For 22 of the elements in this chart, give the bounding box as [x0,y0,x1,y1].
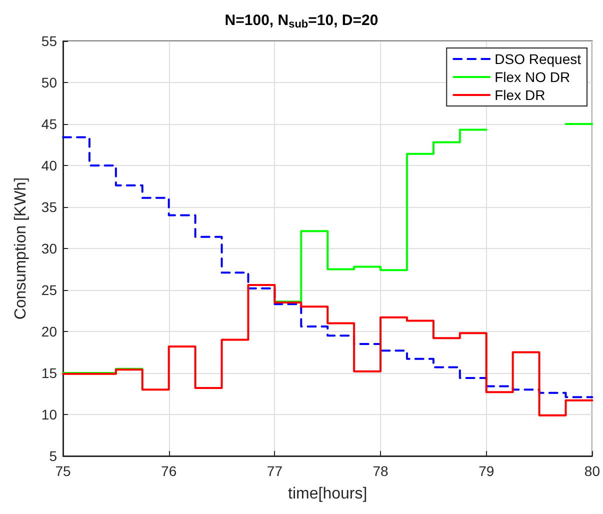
x-tick-label: 78 [372,463,389,479]
y-tick-label: 40 [41,158,58,174]
y-tick-label: 25 [41,282,58,298]
legend-label: Flex NO DR [494,69,570,85]
y-tick-label: 35 [41,199,58,215]
y-tick-label: 10 [41,406,58,422]
y-tick-label: 55 [41,33,58,49]
y-tick-label: 45 [41,116,58,132]
y-tick-label: 20 [41,324,58,340]
x-tick-label: 80 [584,463,600,479]
y-axis-title: Consumption [KWh] [12,177,30,320]
legend-label: DSO Request [494,51,582,67]
y-tick-label: 30 [41,240,58,256]
x-tick-label: 76 [161,463,177,479]
x-tick-label: 75 [55,463,71,479]
x-tick-label: 79 [478,463,494,479]
y-tick-label: 50 [41,74,58,90]
y-tick-label: 15 [41,365,58,381]
y-tick-label: 5 [49,448,58,464]
legend-label: Flex DR [494,87,546,103]
x-axis-title: time[hours] [288,486,368,502]
x-tick-label: 77 [266,463,283,479]
